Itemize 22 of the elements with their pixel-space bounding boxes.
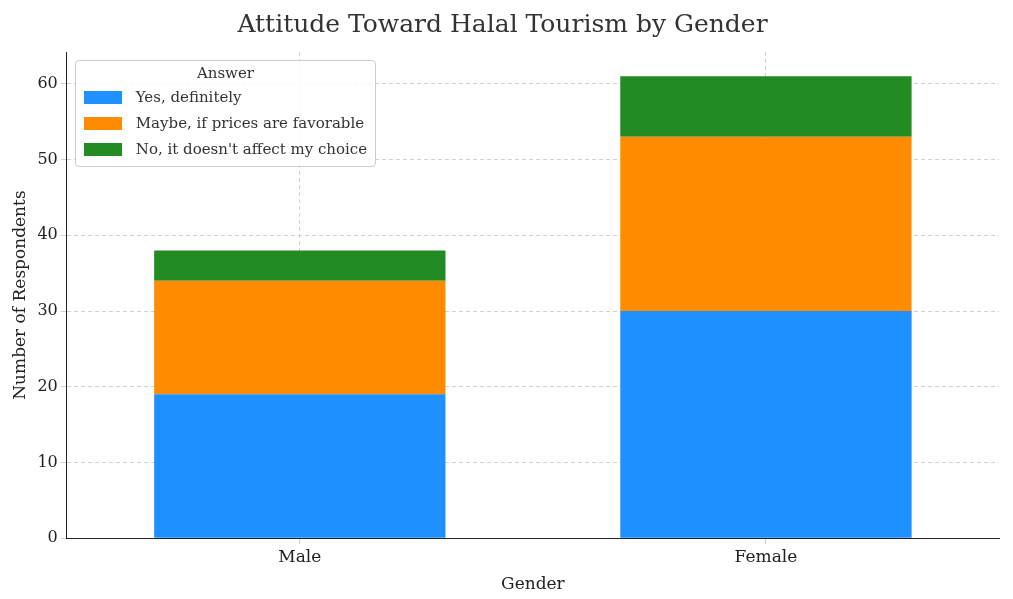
bar: [620, 76, 912, 137]
y-tick-label: 10: [37, 451, 58, 471]
y-tick-label: 60: [37, 72, 58, 92]
bar: [154, 280, 446, 395]
y-tick-label: 20: [37, 375, 58, 395]
legend-label: No, it doesn't affect my choice: [135, 140, 368, 158]
y-tick-label: 30: [37, 300, 58, 320]
y-tick-label: 0: [47, 527, 58, 547]
x-axis-title: Gender: [501, 573, 566, 594]
x-tick-label: Male: [278, 545, 322, 566]
x-tick-label: Female: [734, 545, 798, 566]
legend-title: Answer: [195, 64, 255, 82]
y-tick-label: 50: [37, 148, 58, 168]
chart-title: Attitude Toward Halal Tourism by Gender: [236, 8, 768, 38]
y-axis-title: Number of Respondents: [8, 190, 29, 400]
y-tick-label: 40: [37, 224, 58, 244]
bar: [154, 394, 446, 538]
bar: [620, 136, 912, 311]
bar: [154, 250, 446, 281]
legend-label: Yes, definitely: [135, 88, 242, 106]
legend-label: Maybe, if prices are favorable: [135, 114, 365, 132]
bar: [620, 311, 912, 538]
